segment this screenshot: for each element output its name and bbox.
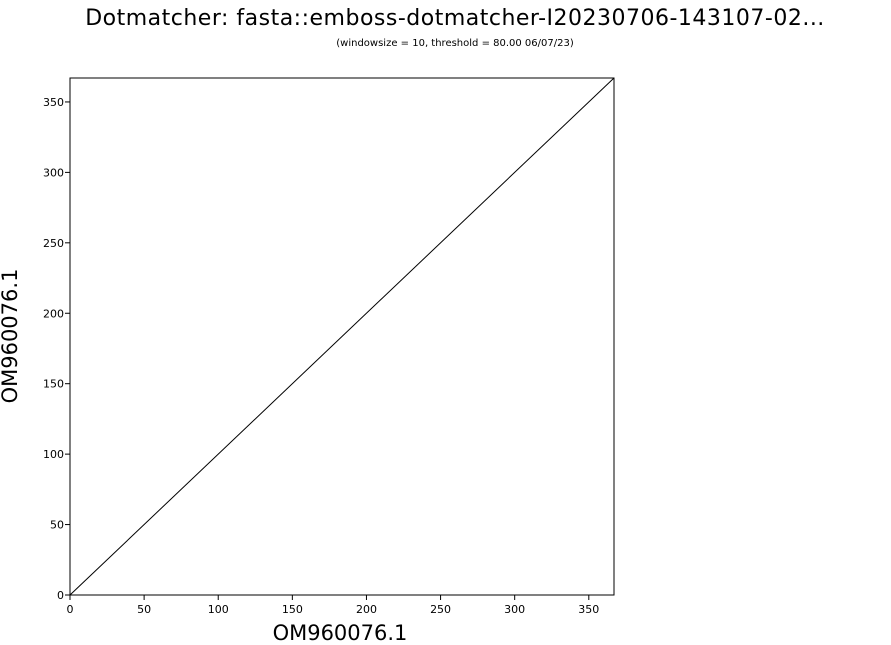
y-axis: 0 50 100 150 200 250 300 350 xyxy=(43,96,70,602)
x-tick-label-4: 200 xyxy=(356,603,377,616)
x-tick-label-5: 250 xyxy=(430,603,451,616)
y-tick-label-5: 250 xyxy=(43,237,64,250)
y-tick-label-2: 100 xyxy=(43,448,64,461)
x-tick-label-6: 300 xyxy=(504,603,525,616)
y-tick-label-7: 350 xyxy=(43,96,64,109)
y-tick-label-6: 300 xyxy=(43,166,64,179)
x-tick-label-2: 100 xyxy=(208,603,229,616)
x-tick-label-7: 350 xyxy=(578,603,599,616)
x-tick-label-0: 0 xyxy=(67,603,74,616)
series-0-line xyxy=(69,77,615,596)
y-tick-label-1: 50 xyxy=(50,519,64,532)
y-tick-label-3: 150 xyxy=(43,378,64,391)
series-layer xyxy=(69,77,615,596)
x-axis-label: OM960076.1 xyxy=(273,621,408,645)
chart-subtitle: (windowsize = 10, threshold = 80.00 06/0… xyxy=(336,38,574,49)
x-axis: 0 50 100 150 200 250 300 350 xyxy=(67,595,599,616)
chart-title: Dotmatcher: fasta::emboss-dotmatcher-I20… xyxy=(85,6,825,31)
y-tick-label-0: 0 xyxy=(57,589,64,602)
y-axis-label: OM960076.1 xyxy=(0,269,22,404)
y-tick-label-4: 200 xyxy=(43,307,64,320)
x-tick-label-1: 50 xyxy=(137,603,151,616)
plot-frame xyxy=(69,77,615,596)
x-tick-label-3: 150 xyxy=(282,603,303,616)
